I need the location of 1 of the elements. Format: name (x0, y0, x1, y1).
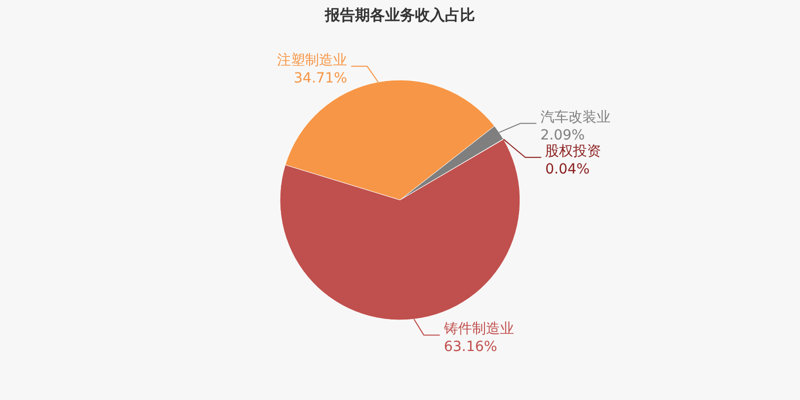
chart-title: 报告期各业务收入占比 (324, 6, 475, 24)
